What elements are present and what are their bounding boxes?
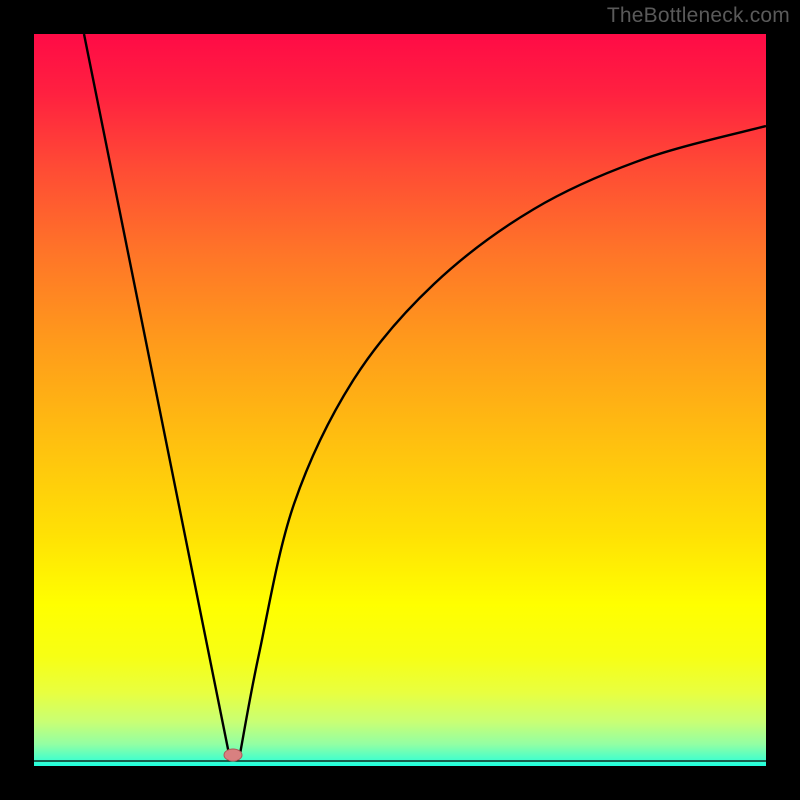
curve-layer [34,34,766,766]
curve-left-branch [84,34,229,754]
minimum-marker [224,749,242,761]
curve-right-branch [240,126,766,754]
plot-area [34,34,766,766]
watermark-text: TheBottleneck.com [607,4,790,28]
